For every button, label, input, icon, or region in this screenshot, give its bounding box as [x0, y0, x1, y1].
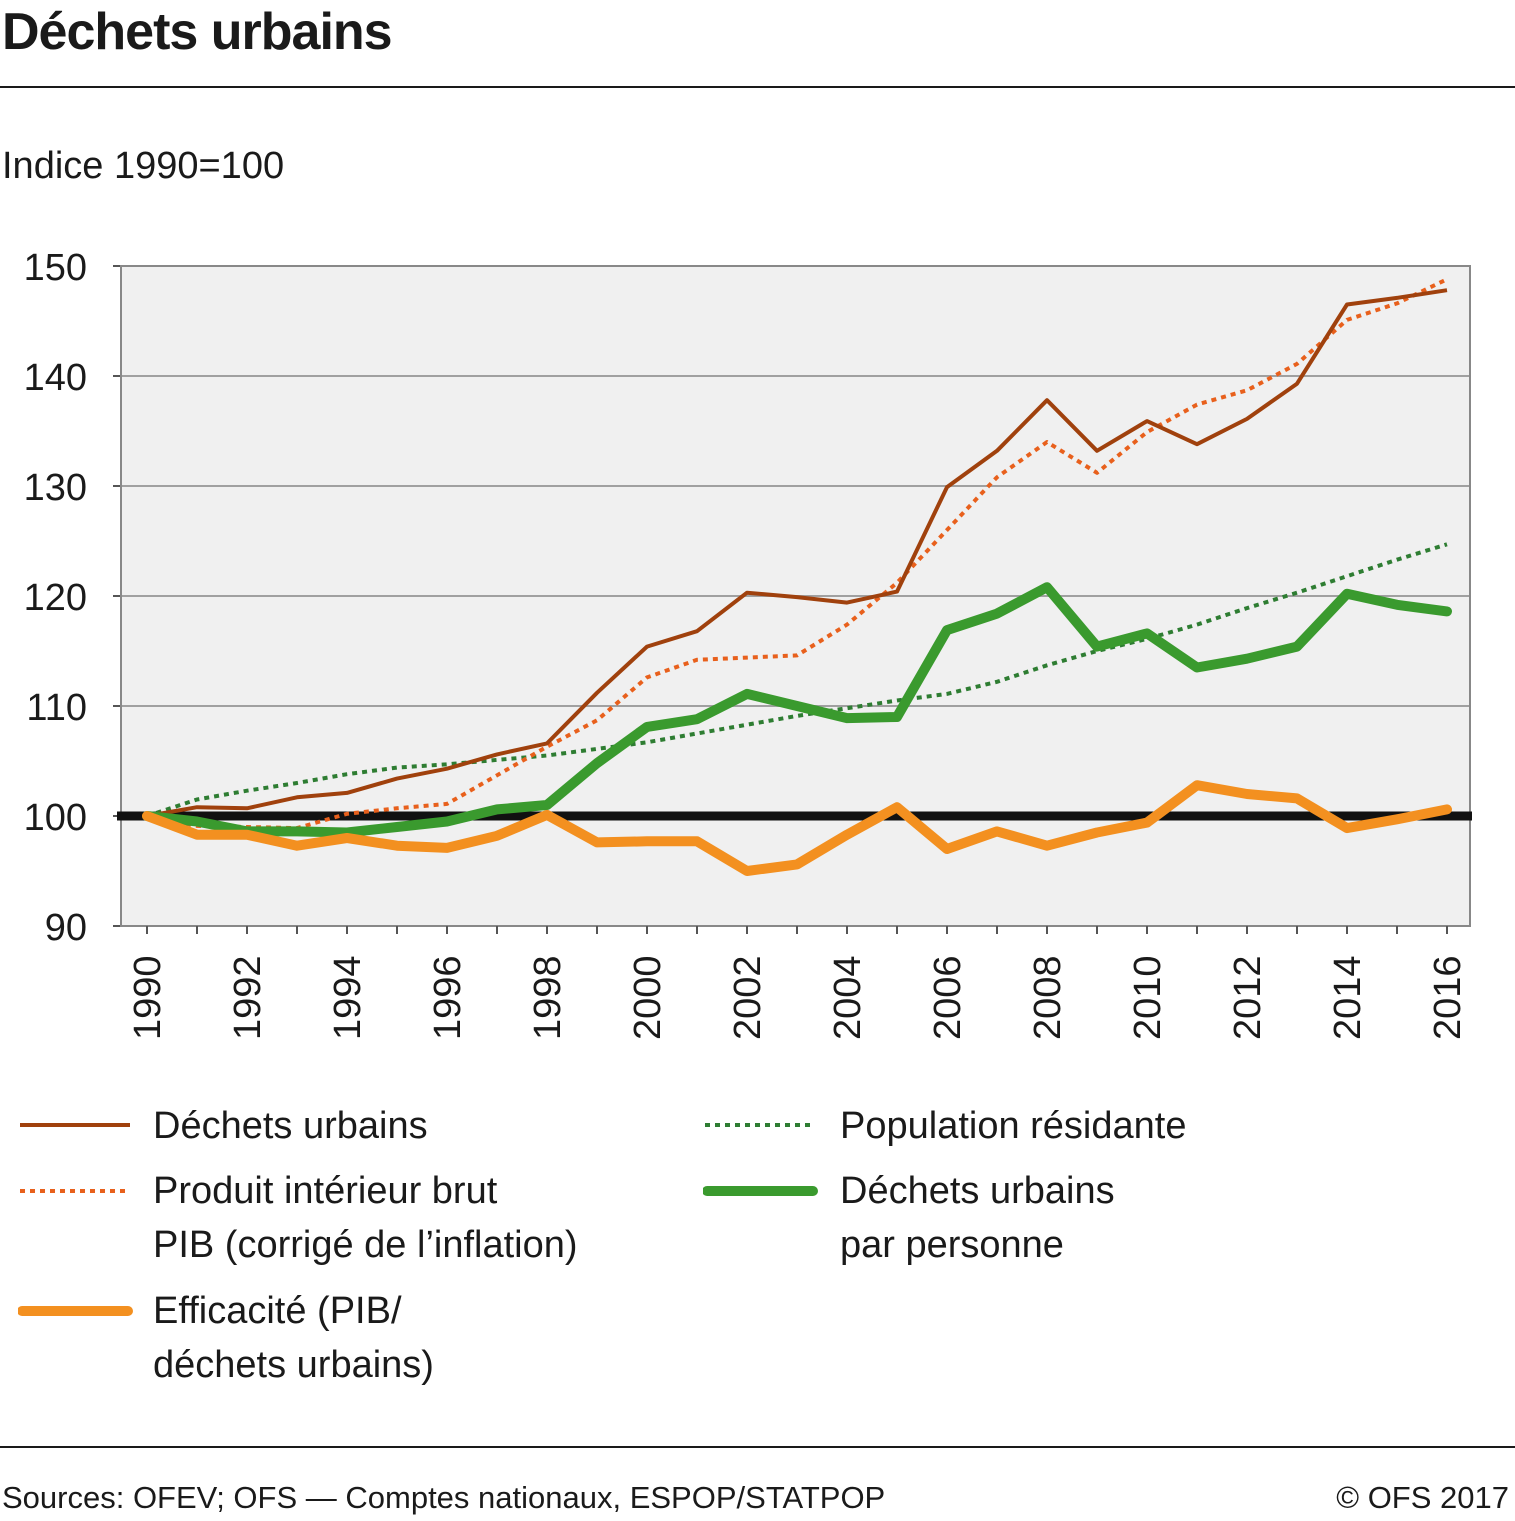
x-tick-label-2004: 2004 [827, 955, 869, 1040]
y-tick-label-100: 100 [24, 797, 87, 839]
x-tick-label-2008: 2008 [1027, 955, 1069, 1040]
legend-label-par-personne-line2: par personne [840, 1224, 1064, 1266]
x-tick-label-2002: 2002 [727, 955, 769, 1040]
legend-label-pib-line1: Produit intérieur brut [153, 1170, 498, 1212]
series-line-dechets [146, 288, 1448, 818]
legend-label-population: Population résidante [840, 1105, 1187, 1147]
legend-label-pib-line2: PIB (corrigé de l’inflation) [153, 1224, 578, 1266]
x-tick-label-1998: 1998 [527, 955, 569, 1040]
x-tick-label-2010: 2010 [1127, 955, 1169, 1040]
legend-label-efficacite-line1: Efficacité (PIB/ [153, 1290, 402, 1332]
y-axis-unit-label: Indice 1990=100 [2, 145, 285, 187]
line-chart: 90 100 110 120 130 140 150 1990 1992 1994 1996 1998… [24, 247, 1472, 1040]
x-tick-label-2000: 2000 [627, 955, 669, 1040]
legend-label-par-personne-line1: Déchets urbains [840, 1170, 1115, 1212]
copyright: © OFS 2017 [1336, 1480, 1509, 1515]
series-line-pib [146, 277, 1448, 831]
source-note: Sources: OFEV; OFS — Comptes nationaux, … [2, 1480, 886, 1515]
y-tick-label-120: 120 [24, 577, 87, 619]
footer-rule [0, 1446, 1515, 1448]
title-rule [0, 86, 1515, 88]
x-tick-label-2006: 2006 [927, 955, 969, 1040]
x-tick-label-1994: 1994 [327, 955, 369, 1040]
x-tick-label-2016: 2016 [1427, 955, 1469, 1040]
x-tick-label-1996: 1996 [427, 955, 469, 1040]
legend-swatch-efficacite [18, 1306, 133, 1316]
series-line-par-personne [142, 582, 1452, 838]
legend-swatch-dechets [20, 1123, 130, 1127]
x-tick-label-1992: 1992 [227, 955, 269, 1040]
chart-title: Déchets urbains [2, 3, 393, 61]
legend-label-dechets: Déchets urbains [153, 1105, 428, 1147]
series-line-efficacite [142, 780, 1452, 876]
x-tick-label-2014: 2014 [1327, 955, 1369, 1040]
series-line-population [146, 542, 1448, 818]
y-tick-label-140: 140 [24, 357, 87, 399]
y-tick-label-90: 90 [45, 907, 87, 949]
y-tick-label-150: 150 [24, 247, 87, 289]
y-tick-label-130: 130 [24, 467, 87, 509]
x-tick-label-2012: 2012 [1227, 955, 1269, 1040]
legend-swatch-pib [20, 1189, 130, 1193]
legend-swatch-population [705, 1123, 815, 1127]
legend-swatch-par-personne [703, 1186, 818, 1196]
legend-label-efficacite-line2: déchets urbains) [153, 1344, 434, 1386]
x-tick-label-1990: 1990 [127, 955, 169, 1040]
y-tick-label-110: 110 [26, 687, 87, 729]
plot-frame [120, 265, 1471, 927]
